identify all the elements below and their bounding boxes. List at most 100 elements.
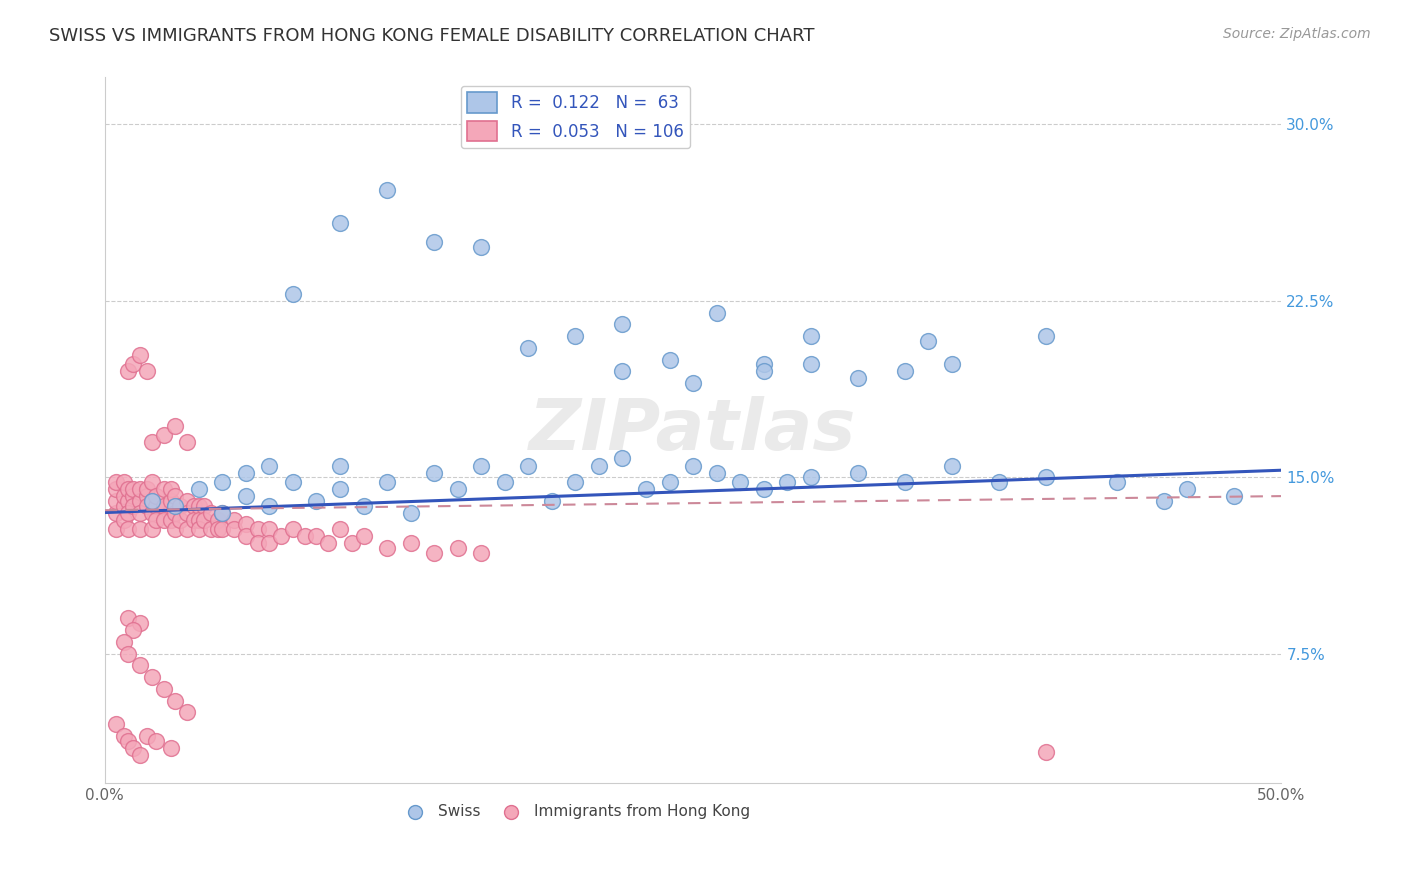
Point (281, 286, 304, 301)
Point (207, 522, 229, 536)
Point (141, 506, 163, 520)
Point (329, 522, 352, 536)
Point (187, 513, 209, 527)
Point (141, 493, 163, 508)
Point (752, 364, 775, 378)
Point (136, 364, 159, 378)
Point (658, 475, 681, 489)
Point (141, 435, 163, 450)
Point (159, 513, 181, 527)
Point (165, 499, 187, 513)
Point (122, 740, 145, 755)
Point (235, 466, 257, 480)
Point (136, 499, 159, 513)
Point (145, 733, 167, 747)
Point (187, 499, 209, 513)
Point (894, 475, 917, 489)
Point (517, 341, 540, 355)
Point (294, 529, 316, 543)
Point (165, 506, 187, 520)
Point (517, 458, 540, 473)
Point (1035, 329, 1057, 343)
Point (183, 513, 205, 527)
Point (152, 482, 174, 496)
Point (211, 506, 233, 520)
Point (447, 541, 470, 555)
Point (270, 529, 292, 543)
Point (112, 489, 135, 503)
Point (375, 475, 398, 489)
Text: SWISS VS IMMIGRANTS FROM HONG KONG FEMALE DISABILITY CORRELATION CHART: SWISS VS IMMIGRANTS FROM HONG KONG FEMAL… (49, 27, 814, 45)
Point (200, 506, 222, 520)
Text: ZIPatlas: ZIPatlas (529, 396, 856, 465)
Point (141, 493, 163, 508)
Point (447, 482, 470, 496)
Point (183, 499, 205, 513)
Point (682, 376, 704, 391)
Point (152, 681, 174, 696)
Point (281, 475, 304, 489)
Point (564, 329, 586, 343)
Point (305, 493, 328, 508)
Point (399, 506, 422, 520)
Point (117, 493, 139, 508)
Point (941, 358, 963, 372)
Point (129, 482, 152, 496)
Point (117, 647, 139, 661)
Point (165, 694, 187, 708)
Point (129, 506, 152, 520)
Point (329, 216, 352, 230)
Point (211, 506, 233, 520)
Point (122, 489, 145, 503)
Text: Source: ZipAtlas.com: Source: ZipAtlas.com (1223, 27, 1371, 41)
Point (281, 522, 304, 536)
Point (423, 235, 446, 249)
Point (224, 513, 246, 527)
Point (193, 499, 215, 513)
Point (1035, 470, 1057, 484)
Point (117, 611, 139, 625)
Point (159, 493, 181, 508)
Point (353, 499, 375, 513)
Point (117, 522, 139, 536)
Point (329, 458, 352, 473)
Legend: Swiss, Immigrants from Hong Kong: Swiss, Immigrants from Hong Kong (394, 797, 756, 825)
Point (682, 458, 704, 473)
Point (375, 183, 398, 197)
Point (706, 466, 728, 480)
Point (588, 458, 610, 473)
Point (800, 329, 823, 343)
Point (329, 482, 352, 496)
Point (752, 482, 775, 496)
Point (612, 318, 634, 332)
Point (176, 522, 198, 536)
Point (141, 670, 163, 684)
Point (117, 482, 139, 496)
Point (129, 747, 152, 762)
Point (165, 489, 187, 503)
Point (423, 545, 446, 559)
Point (105, 493, 128, 508)
Point (105, 717, 128, 731)
Point (105, 522, 128, 536)
Point (1105, 475, 1128, 489)
Point (129, 522, 152, 536)
Point (165, 522, 187, 536)
Point (112, 499, 135, 513)
Point (200, 522, 222, 536)
Point (117, 364, 139, 378)
Point (941, 458, 963, 473)
Point (1035, 746, 1057, 760)
Point (122, 482, 145, 496)
Point (129, 658, 152, 673)
Point (122, 623, 145, 637)
Point (316, 536, 339, 550)
Point (540, 493, 562, 508)
Point (159, 740, 181, 755)
Point (187, 522, 209, 536)
Point (612, 364, 634, 378)
Point (1175, 482, 1198, 496)
Point (152, 513, 174, 527)
Point (246, 522, 269, 536)
Point (141, 475, 163, 489)
